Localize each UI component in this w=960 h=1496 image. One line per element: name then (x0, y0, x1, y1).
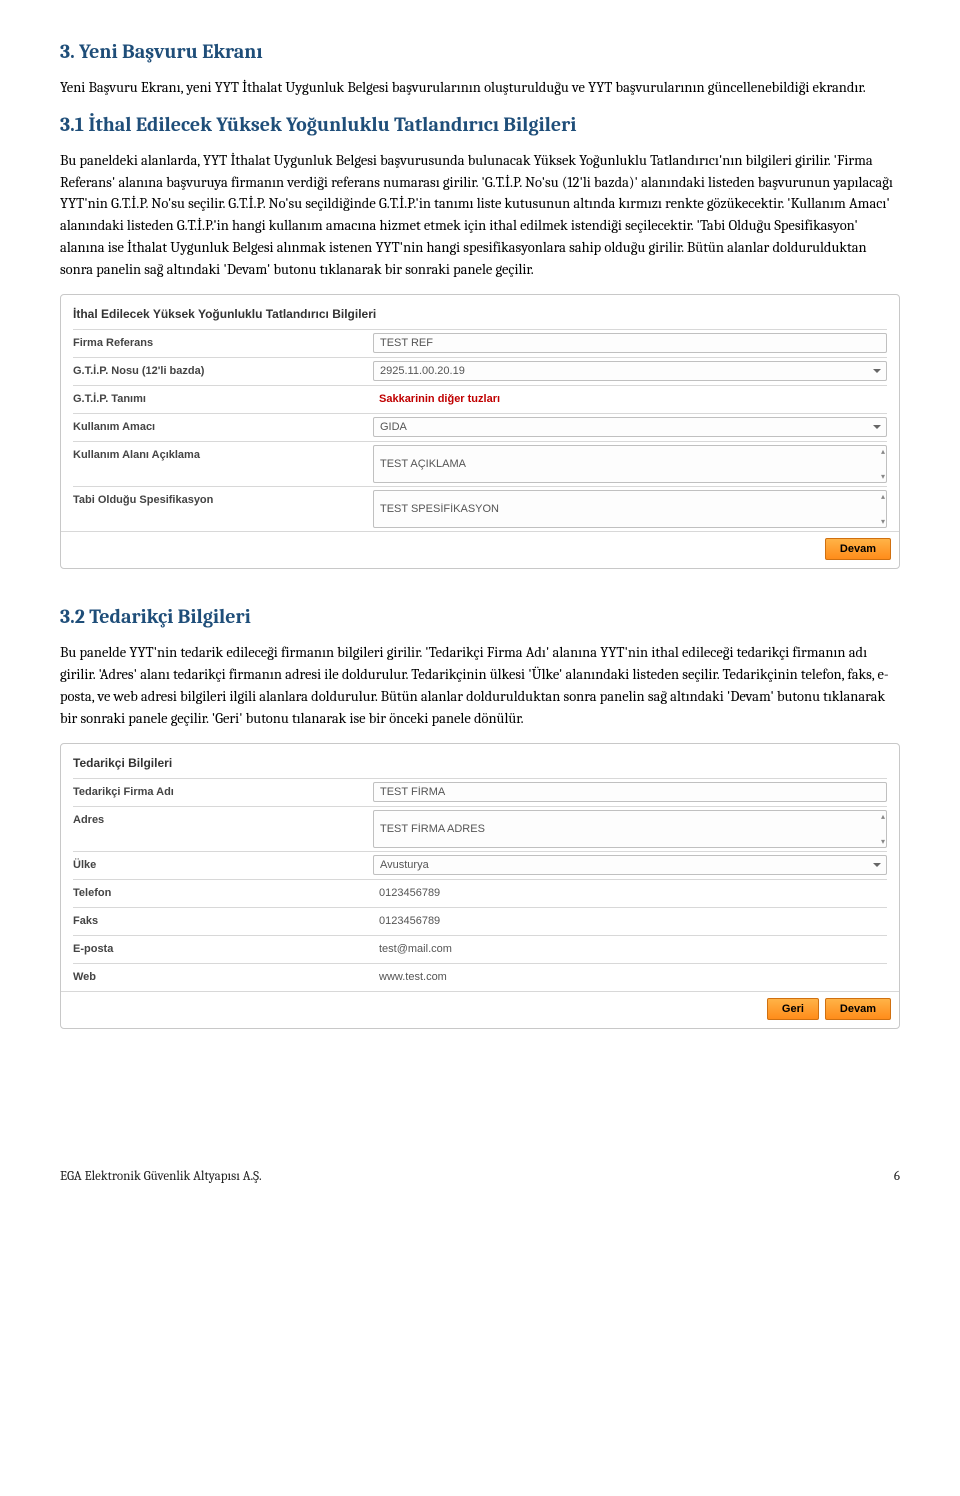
devam-button[interactable]: Devam (825, 998, 891, 1020)
para-section-3-1: Bu paneldeki alanlarda, YYT İthalat Uygu… (60, 150, 900, 281)
label-kullanim-alani: Kullanım Alanı Açıklama (73, 445, 373, 461)
row-gtip-no: G.T.İ.P. Nosu (12'li bazda) (73, 357, 887, 385)
row-firma-adi: Tedarikçi Firma Adı (73, 778, 887, 806)
label-gtip-no: G.T.İ.P. Nosu (12'li bazda) (73, 361, 373, 377)
scroll-up-icon[interactable]: ▴ (881, 812, 885, 821)
heading-section-3-2: 3.2 Tedarikçi Bilgileri (60, 605, 900, 628)
footer-company: EGA Elektronik Güvenlik Altyapısı A.Ş. (60, 1169, 262, 1184)
panel2-title: Tedarikçi Bilgileri (73, 754, 887, 778)
label-faks: Faks (73, 911, 373, 927)
footer-page-number: 6 (894, 1169, 900, 1184)
heading-section-3-1: 3.1 İthal Edilecek Yüksek Yoğunluklu Tat… (60, 113, 900, 136)
label-adres: Adres (73, 810, 373, 826)
label-firma-referans: Firma Referans (73, 333, 373, 349)
row-faks: Faks 0123456789 (73, 907, 887, 935)
value-telefon: 0123456789 (373, 883, 887, 903)
panel1-title: İthal Edilecek Yüksek Yoğunluklu Tatland… (73, 305, 887, 329)
row-firma-referans: Firma Referans (73, 329, 887, 357)
row-adres: Adres ▴ ▾ (73, 806, 887, 851)
panel-tedarikci-bilgileri: Tedarikçi Bilgileri Tedarikçi Firma Adı … (60, 743, 900, 1029)
row-spesifikasyon: Tabi Olduğu Spesifikasyon ▴ ▾ (73, 486, 887, 531)
label-web: Web (73, 967, 373, 983)
chevron-down-icon (873, 863, 881, 867)
heading-section-3: 3. Yeni Başvuru Ekranı (60, 40, 900, 63)
value-web: www.test.com (373, 967, 887, 987)
textarea-kullanim-alani[interactable] (373, 445, 887, 483)
input-firma-adi[interactable] (373, 782, 887, 802)
value-faks: 0123456789 (373, 911, 887, 931)
label-ulke: Ülke (73, 855, 373, 871)
scroll-down-icon[interactable]: ▾ (881, 837, 885, 846)
row-web: Web www.test.com (73, 963, 887, 991)
para-section-3: Yeni Başvuru Ekranı, yeni YYT İthalat Uy… (60, 77, 900, 99)
row-kullanim-amaci: Kullanım Amacı (73, 413, 887, 441)
text-gtip-tanimi: Sakkarinin diğer tuzları (373, 389, 887, 409)
scroll-up-icon[interactable]: ▴ (881, 447, 885, 456)
row-telefon: Telefon 0123456789 (73, 879, 887, 907)
label-firma-adi: Tedarikçi Firma Adı (73, 782, 373, 798)
select-ulke[interactable] (373, 855, 887, 875)
scroll-down-icon[interactable]: ▾ (881, 472, 885, 481)
label-spesifikasyon: Tabi Olduğu Spesifikasyon (73, 490, 373, 506)
panel-tatlandirici-bilgileri: İthal Edilecek Yüksek Yoğunluklu Tatland… (60, 294, 900, 569)
scroll-up-icon[interactable]: ▴ (881, 492, 885, 501)
para-section-3-2: Bu panelde YYT'nin tedarik edileceği fir… (60, 642, 900, 729)
input-firma-referans[interactable] (373, 333, 887, 353)
row-eposta: E-posta test@mail.com (73, 935, 887, 963)
label-kullanim-amaci: Kullanım Amacı (73, 417, 373, 433)
row-ulke: Ülke (73, 851, 887, 879)
page-footer: EGA Elektronik Güvenlik Altyapısı A.Ş. 6 (60, 1169, 900, 1184)
scroll-down-icon[interactable]: ▾ (881, 517, 885, 526)
value-eposta: test@mail.com (373, 939, 887, 959)
textarea-adres[interactable] (373, 810, 887, 848)
row-gtip-tanimi: G.T.İ.P. Tanımı Sakkarinin diğer tuzları (73, 385, 887, 413)
chevron-down-icon (873, 425, 881, 429)
label-eposta: E-posta (73, 939, 373, 955)
select-kullanim-amaci[interactable] (373, 417, 887, 437)
row-kullanim-alani: Kullanım Alanı Açıklama ▴ ▾ (73, 441, 887, 486)
chevron-down-icon (873, 369, 881, 373)
devam-button[interactable]: Devam (825, 538, 891, 560)
select-gtip-no[interactable] (373, 361, 887, 381)
textarea-spesifikasyon[interactable] (373, 490, 887, 528)
label-telefon: Telefon (73, 883, 373, 899)
label-gtip-tanimi: G.T.İ.P. Tanımı (73, 389, 373, 405)
geri-button[interactable]: Geri (767, 998, 819, 1020)
